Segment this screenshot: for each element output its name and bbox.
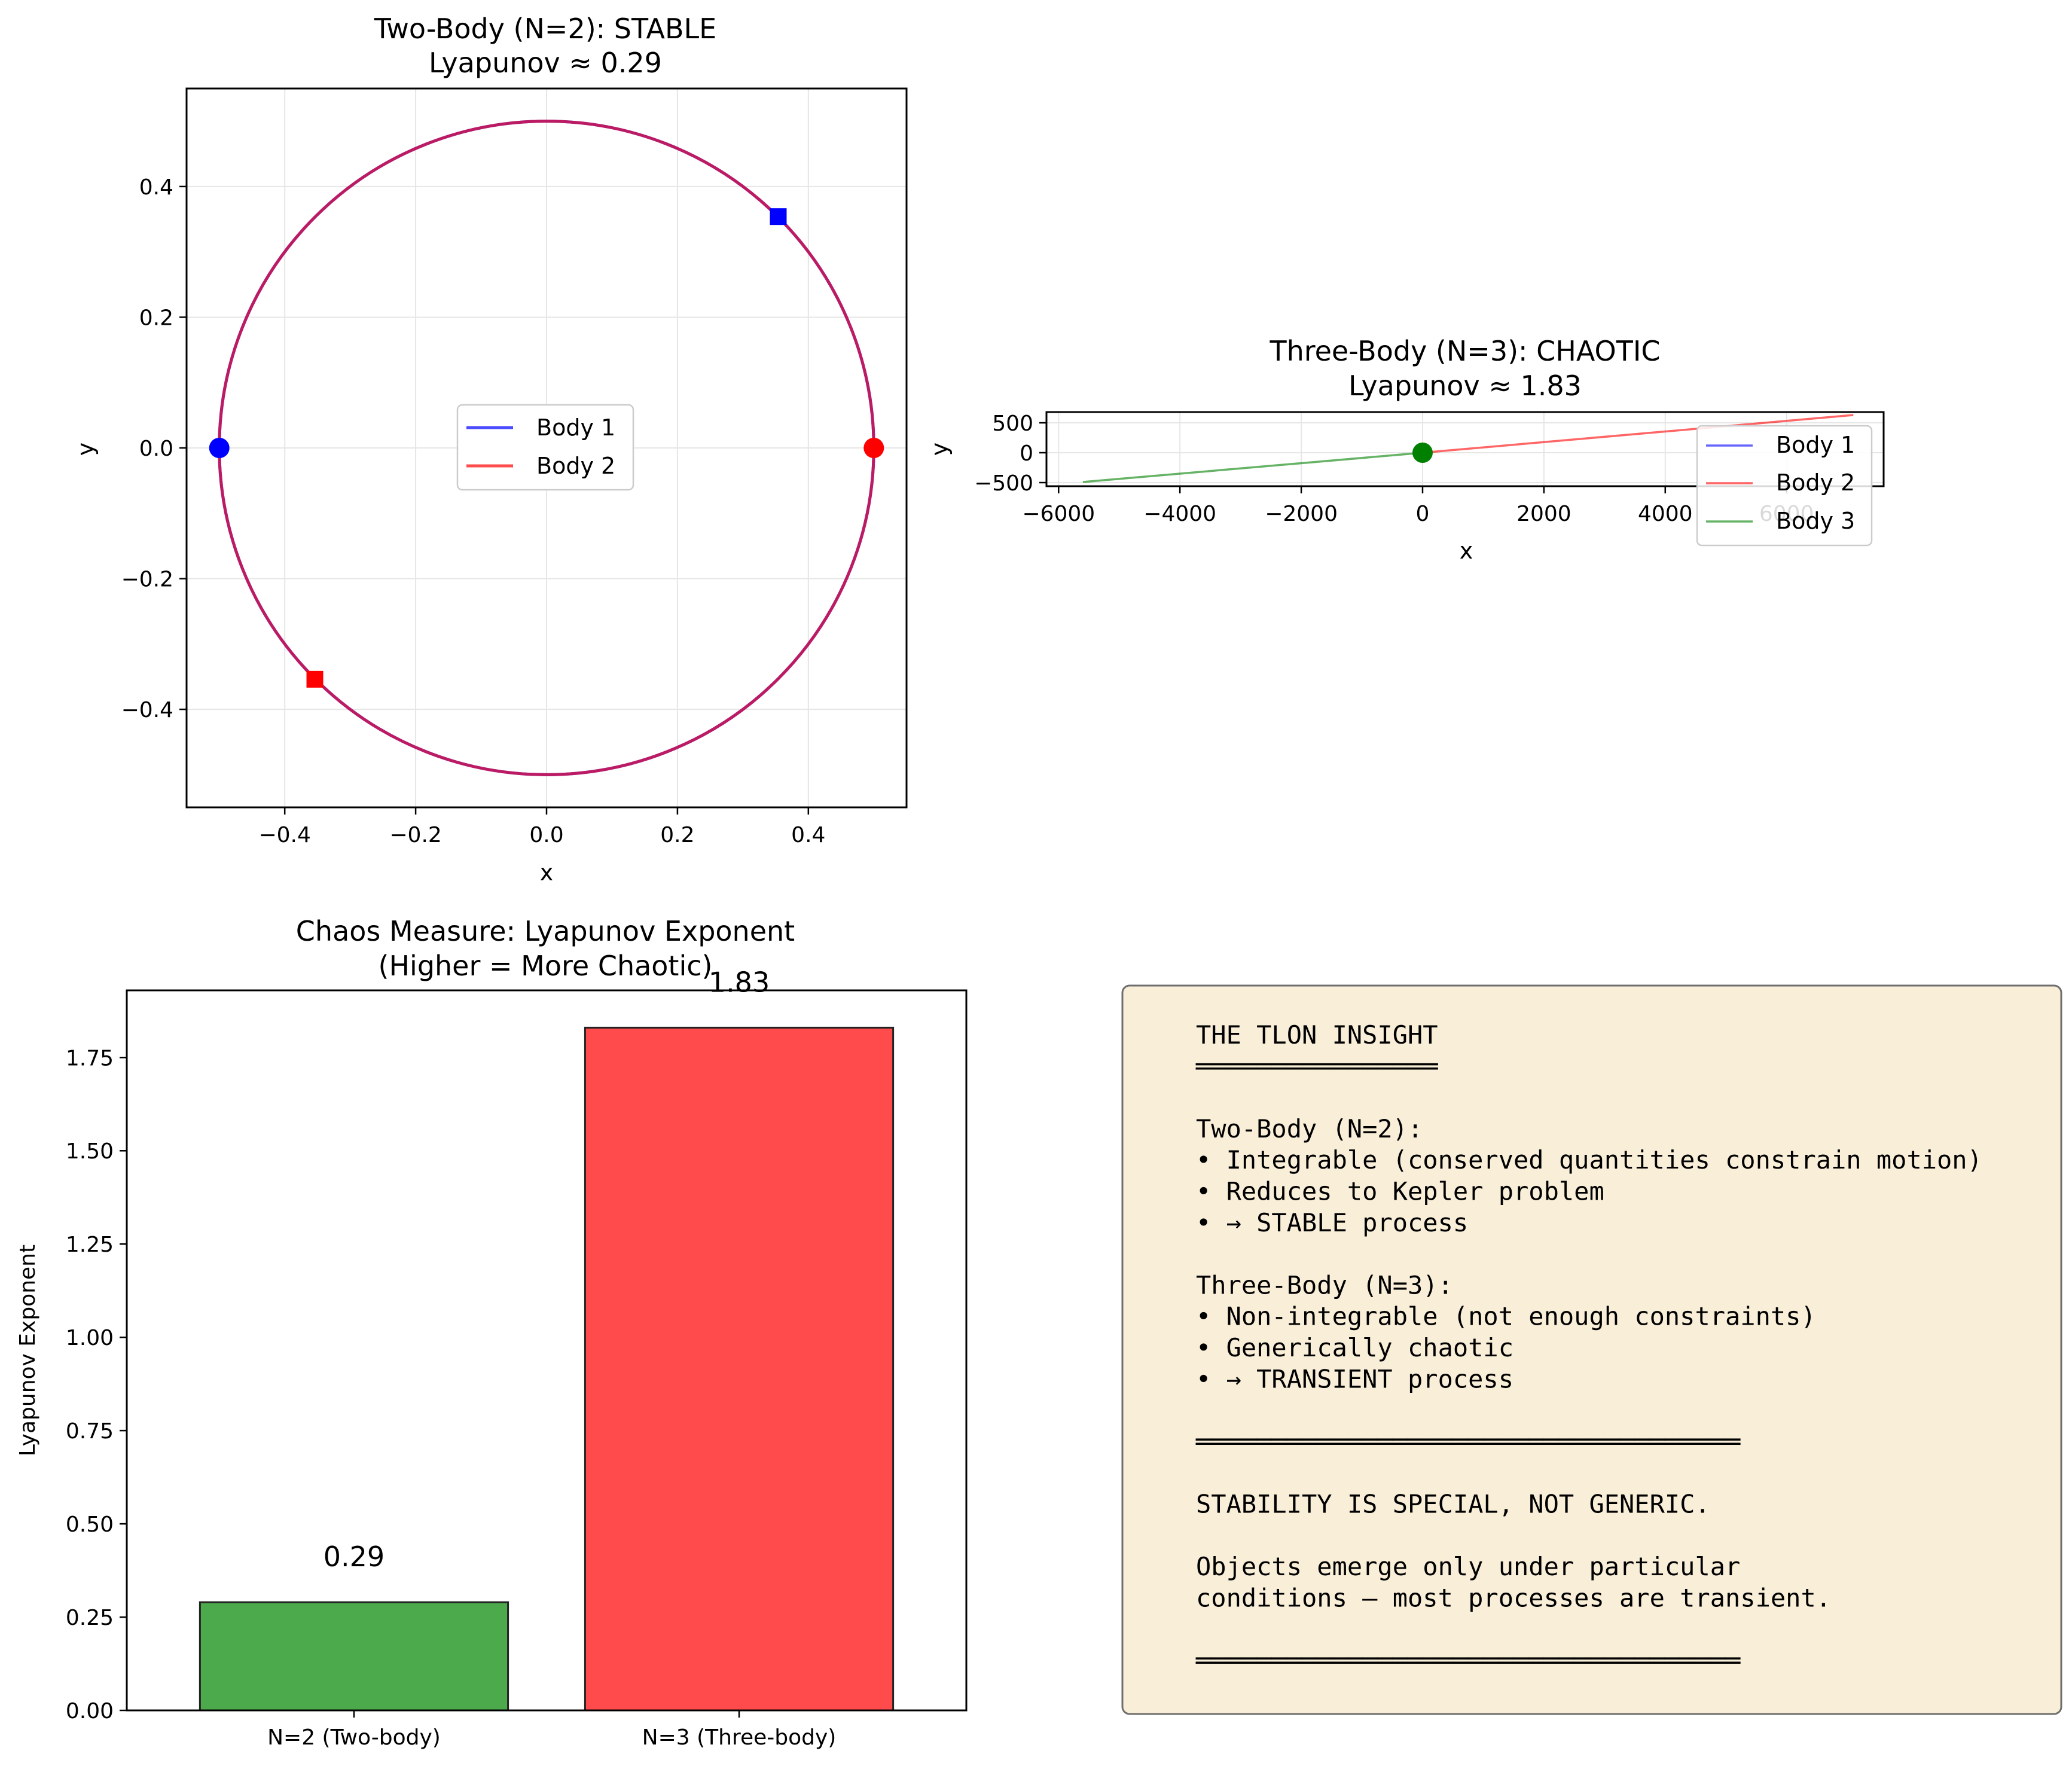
trajectory-body-3 [1082,452,1423,483]
insight-note-panel: THE TLON INSIGHT════════════════ Two-Body… [1121,984,2062,1715]
position-marker [1412,443,1433,463]
legend-label-body-3: Body 3 [1776,508,1855,534]
end-marker-body-2 [306,670,324,688]
y-tick-label: −0.2 [121,568,173,592]
note-line: • Reduces to Kepler problem [1196,1177,1604,1206]
x-tick-label: 0.0 [529,823,563,847]
note-line: Two-Body (N=2): [1196,1114,1423,1143]
y-tick-label: 1.00 [66,1326,114,1350]
lyapunov-bar-subtitle: (Higher = More Chaotic) [379,950,713,982]
x-tick-label: −2000 [1265,502,1338,526]
y-tick-label: 0.75 [66,1419,114,1444]
note-line: STABILITY IS SPECIAL, NOT GENERIC. [1196,1490,1710,1519]
note-line: • Non-integrable (not enough constraints… [1196,1302,1816,1331]
two-body-markers [209,208,884,688]
y-tick-label: −0.4 [121,698,173,722]
two-body-x-ticks: −0.4 −0.2 0.0 0.2 0.4 [258,807,825,847]
lyapunov-bar-panel: Chaos Measure: Lyapunov Exponent (Higher… [16,915,968,1750]
note-line: • → TRANSIENT process [1196,1364,1513,1393]
note-line: Three-Body (N=3): [1196,1270,1453,1300]
bar-value-label: 1.83 [709,966,770,998]
y-tick-label: 1.75 [66,1046,114,1070]
x-tick-label: −0.2 [389,823,441,847]
insight-note-box [1121,984,2062,1715]
three-body-y-axis-label: y [926,443,953,456]
lyapunov-bar-x-ticks: N=2 (Two-body) N=3 (Three-body) [267,1710,836,1750]
two-body-y-ticks: −0.4 −0.2 0.0 0.2 0.4 [121,175,187,722]
three-body-subtitle: Lyapunov ≈ 1.83 [1348,370,1582,402]
lyapunov-bar-title: Chaos Measure: Lyapunov Exponent [296,915,795,947]
legend-label-body-1: Body 1 [1776,432,1855,458]
start-marker-body-1 [209,438,230,458]
note-line: • Generically chaotic [1196,1333,1513,1362]
y-tick-label: −500 [974,471,1033,496]
lyapunov-bar-y-ticks: 0.00 0.25 0.50 0.75 1.00 1.25 1.50 1.75 [66,1046,127,1724]
three-body-x-axis-label: x [1460,538,1473,564]
three-body-title: Three-Body (N=3): CHAOTIC [1269,335,1660,367]
two-body-title: Two-Body (N=2): STABLE [374,13,716,45]
three-body-legend: Body 1 Body 2 Body 3 [1696,425,1873,547]
three-body-trajectories [1082,414,1854,483]
note-line: Objects emerge only under particular [1196,1552,1740,1581]
legend-label-body-1: Body 1 [536,414,615,441]
y-tick-label: 0.0 [139,437,173,461]
note-line: • → STABLE process [1196,1208,1468,1237]
y-tick-label: 1.50 [66,1139,114,1164]
x-tick-label: 0 [1416,502,1430,526]
y-tick-label: 500 [992,411,1033,436]
bar-value-label: 0.29 [324,1541,385,1573]
lyapunov-bar-axes-frame [126,989,968,1712]
note-line: ════════════════════════════════════ [1195,1646,1741,1675]
trajectory-body-2 [1422,414,1854,454]
y-tick-label: 0.25 [66,1606,114,1630]
y-tick-label: 0.4 [139,175,173,200]
y-tick-label: 0.2 [139,306,173,330]
legend-label-body-2: Body 2 [536,453,615,479]
insight-note-text: THE TLON INSIGHT════════════════ Two-Body… [1195,1020,1982,1675]
x-tick-label: 0.2 [660,823,694,847]
x-tick-label: N=2 (Two-body) [267,1725,441,1750]
y-tick-label: 0.00 [66,1699,114,1724]
x-tick-label: −0.4 [258,823,310,847]
bar-2 [584,1026,895,1712]
y-tick-label: 0 [1020,441,1033,466]
x-tick-label: −4000 [1143,502,1216,526]
two-body-subtitle: Lyapunov ≈ 0.29 [429,47,662,79]
note-line: THE TLON INSIGHT [1196,1020,1438,1050]
three-body-legend-box [1696,425,1873,547]
three-body-markers [1412,443,1433,463]
note-line: • Integrable (conserved quantities const… [1196,1145,1982,1175]
x-tick-label: 4000 [1638,502,1693,526]
end-marker-body-1 [770,208,787,225]
legend-label-body-2: Body 2 [1776,469,1855,496]
two-body-legend: Body 1 Body 2 [456,404,634,491]
lyapunov-bar-y-axis-label: Lyapunov Exponent [16,1245,40,1456]
three-body-axes-frame [1045,411,1885,487]
y-tick-label: 0.50 [66,1512,114,1537]
bar-1 [199,1601,509,1712]
note-line: conditions — most processes are transien… [1196,1583,1831,1612]
two-body-y-axis-label: y [72,443,99,456]
two-body-panel: Two-Body (N=2): STABLE Lyapunov ≈ 0.29 −… [72,13,908,886]
x-tick-label: −6000 [1022,502,1095,526]
lyapunov-bars: 0.29 1.83 [199,966,895,1712]
three-body-panel: Three-Body (N=3): CHAOTIC Lyapunov ≈ 1.8… [926,335,1885,564]
two-body-x-axis-label: x [540,859,554,886]
y-tick-label: 1.25 [66,1233,114,1257]
start-marker-body-2 [863,438,884,458]
note-line: ════════════════════════════════════ [1195,1427,1741,1456]
x-tick-label: 0.4 [791,823,825,847]
x-tick-label: N=3 (Three-body) [642,1725,837,1750]
three-body-y-ticks: −500 0 500 [974,411,1046,496]
note-line: ════════════════ [1195,1051,1438,1081]
x-tick-label: 2000 [1516,502,1571,526]
